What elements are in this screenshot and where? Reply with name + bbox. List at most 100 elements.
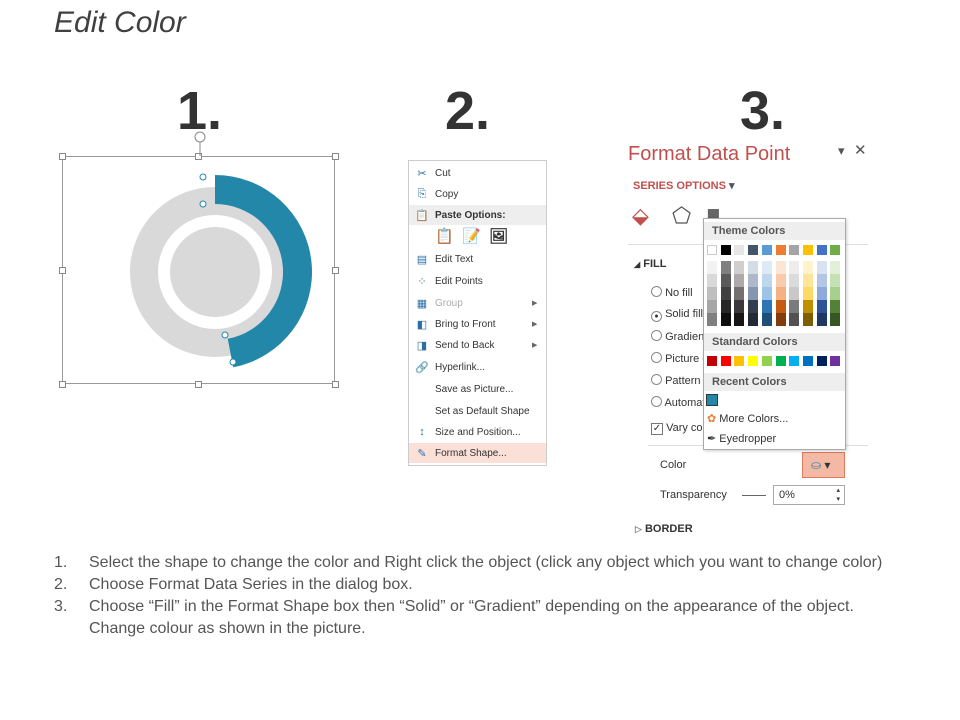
color-swatch[interactable]: [802, 245, 813, 255]
menu-item-group[interactable]: ▦ Group ▶: [409, 293, 546, 313]
color-swatch[interactable]: [789, 356, 800, 366]
fill-section-header[interactable]: ◢ FILL: [634, 258, 667, 270]
color-swatch[interactable]: [830, 300, 841, 313]
color-swatch[interactable]: [720, 313, 731, 326]
transparency-slider[interactable]: [742, 495, 766, 496]
resize-handle[interactable]: [59, 153, 66, 160]
color-swatch[interactable]: [830, 245, 841, 255]
transparency-input[interactable]: 0% ▴ ▾: [773, 485, 845, 505]
donut-selected-segment[interactable]: [215, 175, 312, 368]
color-swatch[interactable]: [775, 313, 786, 326]
color-swatch[interactable]: [816, 245, 827, 255]
color-swatch[interactable]: [816, 313, 827, 326]
resize-handle[interactable]: [332, 153, 339, 160]
point-handle[interactable]: [221, 331, 229, 339]
color-swatch[interactable]: [748, 245, 759, 255]
series-options-tab-icon[interactable]: ▇: [708, 207, 719, 223]
border-section-header[interactable]: ▷ BORDER: [635, 523, 693, 535]
color-swatch[interactable]: [789, 300, 800, 313]
color-swatch[interactable]: [748, 287, 759, 300]
close-icon[interactable]: ✕: [854, 142, 867, 159]
color-swatch[interactable]: [734, 313, 745, 326]
resize-handle[interactable]: [59, 267, 66, 274]
color-swatch[interactable]: [720, 245, 731, 255]
color-swatch[interactable]: [830, 356, 841, 366]
menu-item-send-to-back[interactable]: ◨ Send to Back ▶: [409, 335, 546, 355]
color-swatch[interactable]: [789, 274, 800, 287]
menu-item-set-as-default-shape[interactable]: Set as Default Shape: [409, 401, 546, 421]
fill-option-radio[interactable]: Automatic: [651, 396, 703, 409]
paste-option-icon[interactable]: 🖼: [489, 228, 509, 245]
series-options-dropdown[interactable]: SERIES OPTIONS ▾: [633, 180, 735, 192]
color-swatch[interactable]: [761, 300, 772, 313]
rotate-handle[interactable]: [194, 131, 206, 143]
menu-item-save-as-picture[interactable]: Save as Picture...: [409, 379, 546, 399]
color-swatch[interactable]: [830, 313, 841, 326]
resize-handle[interactable]: [59, 381, 66, 388]
color-swatch[interactable]: [816, 274, 827, 287]
color-swatch[interactable]: [761, 274, 772, 287]
color-swatch[interactable]: [734, 245, 745, 255]
color-swatch[interactable]: [761, 261, 772, 274]
color-swatch[interactable]: [706, 394, 718, 406]
color-swatch[interactable]: [775, 287, 786, 300]
color-swatch[interactable]: [789, 287, 800, 300]
color-swatch[interactable]: [734, 300, 745, 313]
paste-option-icon[interactable]: 📝: [462, 228, 481, 245]
color-swatch[interactable]: [816, 261, 827, 274]
pane-menu-icon[interactable]: ▾: [838, 143, 845, 158]
menu-item-size-and-position[interactable]: ↕ Size and Position...: [409, 422, 546, 442]
menu-item-bring-to-front[interactable]: ◧ Bring to Front ▶: [409, 314, 546, 334]
color-swatch[interactable]: [802, 313, 813, 326]
color-swatch[interactable]: [775, 356, 786, 366]
resize-handle[interactable]: [332, 267, 339, 274]
color-swatch[interactable]: [775, 274, 786, 287]
color-swatch[interactable]: [802, 300, 813, 313]
color-swatch[interactable]: [748, 261, 759, 274]
color-swatch[interactable]: [761, 313, 772, 326]
resize-handle[interactable]: [195, 153, 202, 160]
color-swatch[interactable]: [830, 261, 841, 274]
color-swatch[interactable]: [707, 274, 717, 287]
color-swatch[interactable]: [761, 245, 772, 255]
resize-handle[interactable]: [195, 381, 202, 388]
color-swatch[interactable]: [720, 261, 731, 274]
color-swatch[interactable]: [816, 356, 827, 366]
color-swatch[interactable]: [802, 356, 813, 366]
color-swatch[interactable]: [775, 261, 786, 274]
color-swatch[interactable]: [707, 356, 717, 366]
color-swatch[interactable]: [748, 274, 759, 287]
point-handle[interactable]: [229, 358, 237, 366]
donut-chart[interactable]: [0, 0, 400, 400]
menu-item-edit-points[interactable]: ⁘ Edit Points: [409, 271, 546, 291]
fill-option-radio[interactable]: Gradient fill: [651, 330, 703, 343]
color-swatch[interactable]: [761, 356, 772, 366]
menu-item-cut[interactable]: ✂ Cut: [409, 163, 546, 183]
color-swatch[interactable]: [802, 261, 813, 274]
effects-tab-icon[interactable]: ⬠: [672, 203, 692, 228]
color-swatch[interactable]: [775, 245, 786, 255]
fill-option-radio[interactable]: Picture or texture fill: [651, 352, 703, 365]
color-swatch[interactable]: [734, 274, 745, 287]
resize-handle[interactable]: [332, 381, 339, 388]
color-swatch[interactable]: [720, 287, 731, 300]
color-swatch[interactable]: [734, 287, 745, 300]
fill-option-radio[interactable]: Pattern fill: [651, 374, 703, 387]
color-swatch[interactable]: [789, 313, 800, 326]
paste-option-icon[interactable]: 📋: [435, 228, 454, 245]
fill-option-radio[interactable]: ● Solid fill: [651, 308, 703, 322]
color-swatch[interactable]: [816, 287, 827, 300]
color-swatch[interactable]: [734, 356, 745, 366]
color-swatch[interactable]: [707, 300, 717, 313]
menu-item-copy[interactable]: ⎘ Copy: [409, 184, 546, 204]
color-swatch[interactable]: [802, 274, 813, 287]
color-swatch[interactable]: [734, 261, 745, 274]
color-swatch[interactable]: [802, 287, 813, 300]
color-swatch[interactable]: [816, 300, 827, 313]
more-colors-item[interactable]: ✿ More Colors...: [707, 412, 788, 425]
menu-item-edit-text[interactable]: ▤ Edit Text: [409, 249, 546, 269]
color-swatch[interactable]: [720, 356, 731, 366]
fill-option-radio[interactable]: No fill: [651, 286, 703, 299]
color-swatch[interactable]: [830, 287, 841, 300]
color-swatch[interactable]: [720, 274, 731, 287]
